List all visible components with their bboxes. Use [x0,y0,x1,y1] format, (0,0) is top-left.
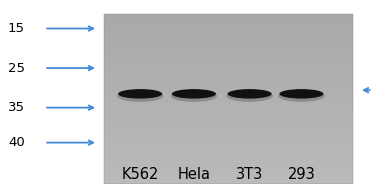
Bar [104,14,353,184]
Bar [104,161,353,164]
Bar [104,36,353,39]
Bar [104,28,353,31]
Bar [104,158,353,161]
Bar [104,59,353,62]
Bar [104,181,353,184]
Bar [104,150,353,153]
Bar [104,124,353,127]
Bar [104,70,353,73]
Bar [104,176,353,178]
Bar [104,54,353,56]
Bar [104,20,353,22]
Bar [104,73,353,76]
Bar [104,79,353,82]
Bar [104,105,353,107]
Ellipse shape [172,89,216,99]
Bar [104,82,353,85]
Bar [104,96,353,99]
Bar [104,164,353,167]
Bar [104,99,353,102]
Bar [104,76,353,79]
Text: 3T3: 3T3 [236,167,263,182]
Text: 25: 25 [8,62,25,75]
Bar [104,170,353,173]
Bar [104,173,353,176]
Bar [104,102,353,105]
Bar [104,56,353,59]
Text: 293: 293 [288,167,315,182]
Bar [104,167,353,170]
Text: 35: 35 [8,101,25,114]
Bar [104,68,353,70]
Bar [104,110,353,113]
Bar [104,139,353,141]
Bar [104,17,353,20]
Bar [104,90,353,93]
Ellipse shape [171,90,217,102]
Bar [104,178,353,181]
Bar [104,141,353,144]
Bar [104,136,353,139]
Bar [104,93,353,96]
Bar [104,85,353,88]
Text: 40: 40 [8,136,25,149]
Ellipse shape [280,89,323,99]
Text: Hela: Hela [177,167,210,182]
Bar [104,113,353,116]
Ellipse shape [278,90,324,102]
Bar [104,51,353,54]
Bar [104,127,353,130]
Bar [104,48,353,51]
Bar [104,65,353,68]
Bar [104,122,353,124]
Bar [104,156,353,158]
Bar [104,119,353,122]
Bar [104,22,353,25]
Bar [104,144,353,147]
Bar [104,107,353,110]
Text: K562: K562 [121,167,159,182]
Bar [104,147,353,150]
Bar [104,116,353,119]
Bar [104,153,353,156]
Bar [104,42,353,45]
Bar [104,34,353,36]
Bar [104,88,353,90]
Bar [104,62,353,65]
Text: 15: 15 [8,22,25,35]
Ellipse shape [227,89,272,99]
Bar [104,31,353,34]
Bar [104,133,353,136]
Bar [104,14,353,17]
Ellipse shape [227,90,273,102]
Ellipse shape [117,90,163,102]
Ellipse shape [118,89,162,99]
Bar [104,39,353,42]
Bar [104,130,353,133]
Bar [104,25,353,28]
Bar [104,45,353,48]
